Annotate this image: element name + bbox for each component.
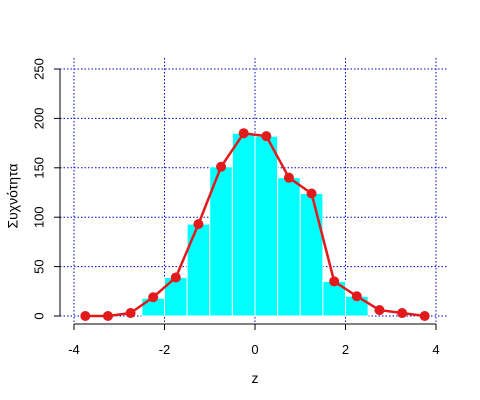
data-point-15 xyxy=(419,311,430,321)
x-axis-label: z xyxy=(252,370,259,386)
data-point-8 xyxy=(261,131,272,142)
y-tick-label-2: 100 xyxy=(31,206,46,228)
x-tick-label-0: -4 xyxy=(68,342,80,357)
y-tick-label-4: 200 xyxy=(31,108,46,130)
data-point-12 xyxy=(351,291,362,302)
x-tick-label-3: 2 xyxy=(342,342,349,357)
histogram-bar-5 xyxy=(254,135,279,317)
data-point-9 xyxy=(283,172,294,183)
data-point-6 xyxy=(216,161,227,172)
frequency-line xyxy=(85,131,425,318)
x-tick-label-2: 0 xyxy=(251,342,258,357)
histogram-bars xyxy=(141,132,369,317)
histogram-bar-4 xyxy=(231,132,256,317)
data-point-13 xyxy=(374,305,385,316)
data-point-11 xyxy=(329,276,340,287)
y-tick-label-1: 50 xyxy=(31,259,46,273)
data-point-10 xyxy=(306,188,317,199)
data-point-2 xyxy=(125,308,136,319)
frequency-polygon xyxy=(80,128,430,321)
data-point-14 xyxy=(397,308,408,319)
histogram-bar-7 xyxy=(299,192,324,317)
x-tick-label-4: 4 xyxy=(432,342,439,357)
y-tick-label-5: 250 xyxy=(31,58,46,80)
data-point-4 xyxy=(170,272,181,283)
histogram-bar-2 xyxy=(186,223,211,317)
data-point-1 xyxy=(102,311,113,321)
x-tick-label-1: -2 xyxy=(159,342,171,357)
data-point-0 xyxy=(80,311,91,321)
data-point-7 xyxy=(238,128,249,139)
y-axis-label: Συχνότητα xyxy=(5,164,21,229)
axes: -4 -2 0 2 4 0 50 100 150 200 250 xyxy=(31,58,439,357)
data-point-5 xyxy=(193,219,204,230)
data-point-3 xyxy=(148,292,159,303)
y-tick-label-0: 0 xyxy=(31,312,46,319)
histogram-bar-6 xyxy=(277,177,301,317)
y-tick-label-3: 150 xyxy=(31,157,46,179)
